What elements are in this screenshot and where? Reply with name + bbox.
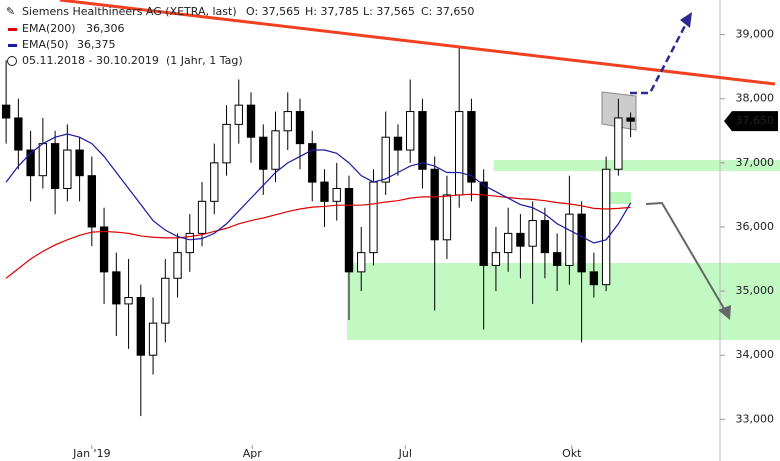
candle-body	[246, 104, 256, 138]
candle-body	[234, 104, 243, 125]
candle-body	[75, 149, 84, 177]
candle-body	[332, 188, 341, 202]
candle-body	[357, 252, 366, 273]
candle-body	[455, 111, 464, 196]
clock-icon	[7, 56, 17, 66]
legend-label: EMA(200)	[22, 22, 76, 35]
candle-body	[601, 168, 611, 286]
last-price-label: 37,650	[736, 114, 775, 127]
legend-label: EMA(50)	[22, 38, 69, 51]
y-tick-label: 37,000	[736, 156, 775, 169]
x-tick-label: Jul	[398, 447, 412, 460]
bull-arrow	[630, 19, 690, 95]
icon: ✎	[6, 5, 15, 18]
bear-arrow	[645, 201, 727, 313]
candle-body	[1, 104, 11, 119]
candle-body	[26, 149, 35, 177]
y-tick-label: 33,000	[736, 412, 775, 425]
candle-body	[210, 162, 219, 202]
ohlc-close: C: 37,650	[421, 5, 474, 18]
small-zone	[610, 192, 631, 204]
bull-arrowhead	[680, 12, 692, 28]
candle-body	[161, 277, 170, 324]
candle-body	[14, 117, 23, 151]
x-tick-label: Jan '19	[72, 447, 110, 460]
interval: (1 Jahr, 1 Tag)	[166, 54, 243, 67]
candle-body	[540, 220, 550, 254]
ema-line	[5, 133, 632, 244]
chart-title: Siemens Healthineers AG (XETRA, last)	[22, 5, 237, 18]
candle-body	[185, 232, 194, 254]
candle-body	[577, 213, 586, 273]
candle-body	[430, 168, 439, 241]
x-tick-label: Okt	[562, 447, 582, 460]
candle-body	[308, 143, 317, 183]
ohlc-low: L: 37,565	[363, 5, 415, 18]
last-price-badge	[724, 111, 778, 132]
ohlc-open: O: 37,565	[246, 5, 300, 18]
candle-body	[63, 149, 72, 190]
candle-body	[148, 322, 158, 356]
candle-body	[136, 297, 145, 356]
resistance-zone	[494, 160, 780, 171]
ema-line	[5, 193, 631, 279]
candle-body	[614, 117, 623, 170]
candle-body	[552, 252, 562, 266]
bear-arrowhead	[718, 305, 731, 320]
candle-body	[467, 111, 476, 183]
candle-body	[626, 117, 635, 122]
legend-swatch	[8, 44, 17, 47]
candle-body	[271, 130, 280, 170]
y-tick-label: 38,000	[736, 92, 775, 105]
candle-body	[222, 123, 231, 164]
candle-body	[99, 226, 109, 273]
candle-body	[491, 252, 501, 266]
candle-body	[50, 143, 60, 190]
support-zone	[347, 263, 780, 340]
candle-body	[320, 181, 329, 202]
y-tick-label: 35,000	[736, 284, 775, 297]
trend-line	[59, 0, 776, 86]
ohlc-high: H: 37,785	[305, 5, 359, 18]
candle-body	[381, 136, 390, 183]
candle-body	[124, 297, 133, 305]
y-tick-label: 34,000	[736, 348, 775, 361]
candle-body	[589, 271, 599, 286]
y-tick-label: 39,000	[736, 28, 775, 41]
legend-swatch	[8, 28, 17, 31]
candle-body	[503, 232, 513, 254]
candle-body	[528, 220, 537, 247]
candle-body	[393, 136, 403, 151]
candle-body	[197, 200, 207, 234]
candle-body	[87, 175, 97, 228]
legend-value: 36,306	[86, 22, 125, 35]
candle-body	[38, 143, 48, 177]
candle-body	[418, 111, 427, 170]
candle-body	[442, 194, 452, 241]
legend-value: 36,375	[77, 38, 116, 51]
candle-body	[259, 136, 268, 170]
period: 05.11.2018 - 30.10.2019	[22, 54, 159, 67]
candle-body	[369, 181, 378, 254]
candle-body	[406, 111, 415, 151]
candle-body	[283, 111, 292, 132]
candle-body	[344, 188, 354, 273]
candle-body	[516, 232, 525, 247]
candle-body	[112, 271, 121, 305]
candle-body	[173, 252, 182, 279]
x-tick-label: Apr	[243, 447, 263, 460]
candle-body	[295, 111, 305, 145]
y-tick-label: 36,000	[736, 220, 775, 233]
candle-body	[479, 181, 488, 266]
plot: 33,000 34,000 35,000 36,000 37,000 38,000 39,0…	[1, 28, 778, 460]
candle-body	[565, 213, 574, 266]
